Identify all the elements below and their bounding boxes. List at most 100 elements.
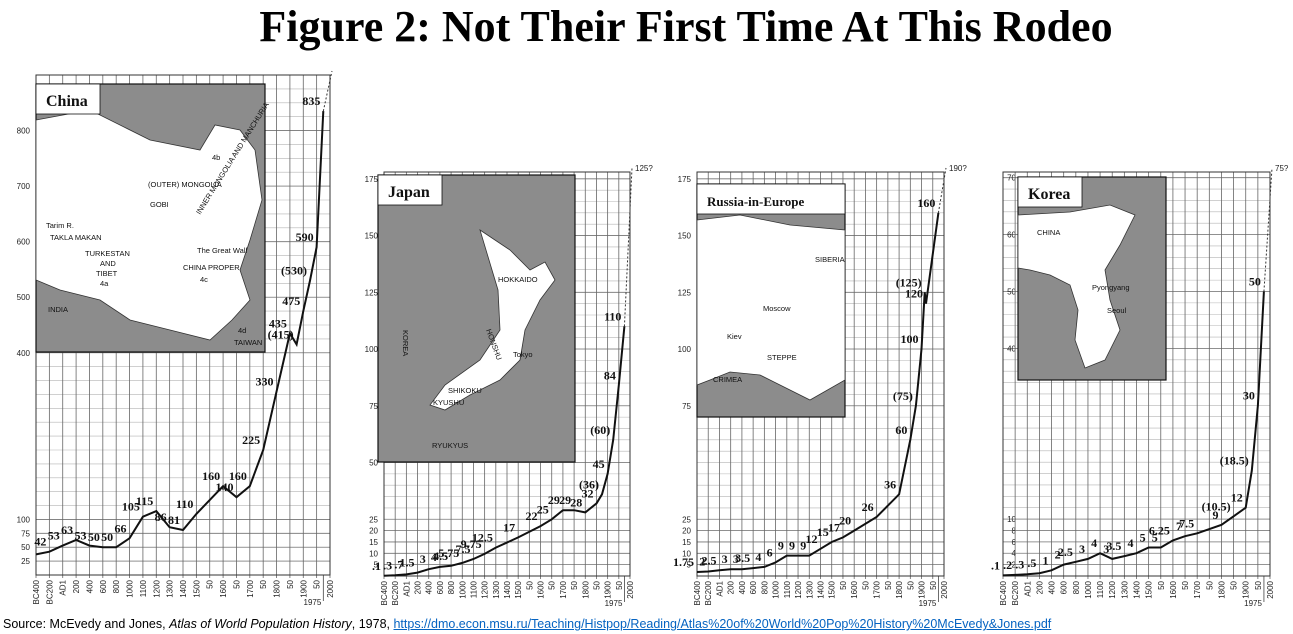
map-label: 4b xyxy=(212,153,220,162)
value-label: 50 xyxy=(101,530,113,544)
value-label: 1 xyxy=(1043,553,1049,567)
value-label: 81 xyxy=(168,513,180,527)
map-label: SIBERIA xyxy=(815,255,845,264)
value-label: .2 xyxy=(1003,558,1012,572)
x-tick-label: AD1 xyxy=(59,579,68,595)
map-label: (OUTER) MONGOLIA xyxy=(148,180,222,189)
y-tick-label: 75 xyxy=(369,402,378,411)
value-label: 5 xyxy=(1140,531,1146,545)
x-tick-label: 1100 xyxy=(139,579,148,597)
map-title: China xyxy=(46,93,88,110)
y-tick-label: 25 xyxy=(369,515,378,524)
y-tick-label: 400 xyxy=(17,349,31,358)
x-tick-label: 1500 xyxy=(828,580,837,598)
value-label: 22 xyxy=(526,509,538,523)
y-tick-label: 500 xyxy=(17,293,31,302)
x-tick-label: 1800 xyxy=(895,580,904,598)
projection-label: 190? xyxy=(949,164,967,173)
value-label: .7 xyxy=(394,557,403,571)
value-label: .3 xyxy=(383,558,392,572)
map-label: AND xyxy=(100,259,116,268)
x-tick-label: 1400 xyxy=(503,580,512,598)
map-land xyxy=(1017,204,1136,369)
value-label: 2 xyxy=(1055,548,1061,562)
map-label: Kiev xyxy=(727,332,742,341)
x-tick-label: 800 xyxy=(447,580,456,594)
value-label: 20 xyxy=(839,514,851,528)
x-tick-label: 1500 xyxy=(192,579,201,597)
value-label: 160 xyxy=(202,469,220,483)
map-title: Russia-in-Europe xyxy=(707,194,805,209)
value-label: 50 xyxy=(1249,274,1261,288)
x-tick-label: 1800 xyxy=(581,580,590,598)
x-tick-label: BC400 xyxy=(999,580,1008,605)
y-tick-label: 20 xyxy=(682,527,691,536)
y-tick-label: 60 xyxy=(1007,231,1016,240)
y-tick-label: 5 xyxy=(687,561,692,570)
value-label: 590 xyxy=(296,230,314,244)
x-tick-label: 1700 xyxy=(559,580,568,598)
value-label: 12.5 xyxy=(472,531,493,545)
y-tick-label: 700 xyxy=(17,182,31,191)
source-suffix: , 1978, xyxy=(351,617,394,631)
source-note: Source: McEvedy and Jones, Atlas of Worl… xyxy=(3,617,1051,631)
figure: Figure 2: Not Their First Time At This R… xyxy=(17,2,1289,608)
x-tick-label: 50 xyxy=(592,580,601,589)
x-tick-label: 1000 xyxy=(126,579,135,597)
x-tick-label: 1200 xyxy=(794,580,803,598)
x-tick-label: 50 xyxy=(1230,580,1239,589)
map-label: INDIA xyxy=(48,305,68,314)
value-label: 7.5 xyxy=(1179,516,1194,530)
y-tick-label: 100 xyxy=(365,345,379,354)
x-tick-label: 50 xyxy=(1181,580,1190,589)
value-label: 3 xyxy=(1103,542,1109,556)
x-tick-label: 50 xyxy=(1157,580,1166,589)
x-tick-label: 1400 xyxy=(179,579,188,597)
source-link[interactable]: https://dmo.econ.msu.ru/Teaching/Histpop… xyxy=(393,617,1052,631)
map-title-box xyxy=(696,183,846,215)
x-tick-label: 50 xyxy=(1254,580,1263,589)
x-tick-label: 50 xyxy=(313,579,322,588)
x-tick-label: 1700 xyxy=(246,579,255,597)
map-label: Seoul xyxy=(1107,306,1127,315)
y-tick-label: 2 xyxy=(1012,561,1017,570)
map-sea xyxy=(377,174,576,463)
map-label: CRIMEA xyxy=(713,375,742,384)
x-extra-tick-label: 1975 xyxy=(304,598,322,607)
value-label: 1.5 xyxy=(400,556,415,570)
value-label: 140 xyxy=(215,480,233,494)
value-label: 42 xyxy=(34,535,46,549)
value-label: (60) xyxy=(590,423,610,437)
x-tick-label: 1100 xyxy=(783,580,792,598)
x-tick-label: 1500 xyxy=(514,580,523,598)
x-tick-label: 1900 xyxy=(918,580,927,598)
value-label: (36) xyxy=(579,477,599,491)
x-tick-label: 200 xyxy=(72,579,81,593)
map-label: CHINA PROPER xyxy=(183,263,240,272)
x-tick-label: 1300 xyxy=(492,580,501,598)
value-label: 63 xyxy=(61,523,73,537)
value-label: 45 xyxy=(593,457,605,471)
value-label: 9 xyxy=(778,539,784,553)
y-tick-label: 100 xyxy=(17,515,31,524)
value-label: (125) xyxy=(896,275,922,289)
x-tick-label: 2000 xyxy=(1266,580,1275,598)
x-tick-label: 1600 xyxy=(537,580,546,598)
map-label: 4a xyxy=(100,279,109,288)
x-tick-label: 1000 xyxy=(772,580,781,598)
map-label: KYUSHU xyxy=(433,398,464,407)
x-tick-label: 200 xyxy=(414,580,423,594)
x-tick-label: 1400 xyxy=(1133,580,1142,598)
map-label: TAIWAN xyxy=(234,338,262,347)
map-label: Tokyo xyxy=(513,350,533,359)
y-tick-label: 10 xyxy=(1007,515,1016,524)
value-label: 110 xyxy=(176,497,193,511)
value-label: (75) xyxy=(893,389,913,403)
y-tick-label: 150 xyxy=(365,232,379,241)
value-label: 3 xyxy=(420,552,426,566)
map-label: SHIKOKU xyxy=(448,386,482,395)
x-tick-label: 1200 xyxy=(152,579,161,597)
value-label: 9 xyxy=(800,539,806,553)
value-label: 4 xyxy=(431,550,437,564)
y-tick-label: 70 xyxy=(1007,174,1016,183)
